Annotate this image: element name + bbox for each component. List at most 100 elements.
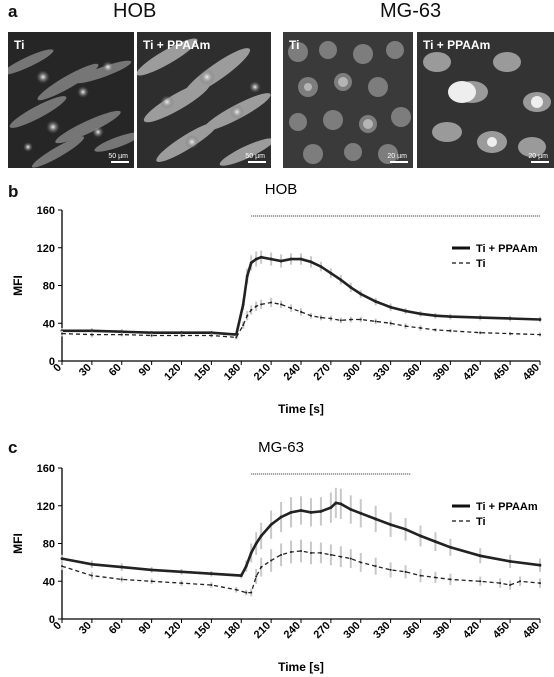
data-point <box>280 553 283 556</box>
data-point <box>538 563 542 567</box>
data-point <box>249 551 253 555</box>
data-point <box>150 580 153 583</box>
data-point <box>389 523 393 527</box>
data-point <box>319 316 322 319</box>
data-point <box>250 309 253 312</box>
data-point <box>434 328 437 331</box>
data-point <box>269 257 273 261</box>
legend-label: Ti + PPAAm <box>476 243 538 255</box>
data-point <box>404 325 407 328</box>
y-tick-label: 0 <box>49 356 55 368</box>
data-point <box>449 329 452 332</box>
x-tick-label: 120 <box>162 362 183 383</box>
data-point <box>448 315 452 319</box>
data-point <box>244 564 248 568</box>
data-point <box>120 333 123 336</box>
data-point <box>508 560 512 563</box>
data-point <box>374 565 377 568</box>
x-tick-label: 450 <box>491 620 512 641</box>
scale-bar <box>248 161 266 163</box>
legend-label: Ti + PPAAm <box>476 501 538 513</box>
data-point <box>150 331 154 335</box>
x-tick-label: 450 <box>491 362 512 383</box>
data-point <box>90 329 94 333</box>
data-point <box>389 322 392 325</box>
data-point <box>319 265 323 269</box>
panel-a-title-mg63: MG-63 <box>380 0 442 22</box>
data-point <box>519 580 522 583</box>
x-tick-label: 180 <box>222 620 243 641</box>
data-point <box>254 542 258 545</box>
x-tick-label: 120 <box>162 620 183 641</box>
x-tick-label: 420 <box>461 362 482 383</box>
data-point <box>246 314 249 317</box>
x-tick-label: 420 <box>461 620 482 641</box>
y-axis-label: MFI <box>11 275 25 296</box>
data-point <box>479 331 482 334</box>
data-point <box>299 509 303 512</box>
data-point <box>374 320 377 323</box>
series-line <box>62 255 541 336</box>
micrograph-hob-ti-ppaam: Ti + PPAAm 50 µm <box>137 32 271 168</box>
data-point <box>279 515 283 519</box>
data-point <box>255 575 258 578</box>
x-tick-label: 270 <box>312 620 333 641</box>
data-point <box>329 317 332 320</box>
data-point <box>150 568 154 572</box>
x-tick-label: 240 <box>282 362 303 383</box>
cell-texture-image <box>417 32 554 168</box>
data-point <box>260 303 263 306</box>
data-point <box>180 334 183 337</box>
data-point <box>180 582 183 585</box>
data-point <box>478 554 482 558</box>
data-point <box>329 271 333 275</box>
data-point <box>245 274 249 278</box>
data-point <box>419 312 422 316</box>
micrograph-mg63-ti: Ti 20 µm <box>283 32 413 168</box>
y-tick-label: 80 <box>43 539 55 551</box>
x-tick-label: 180 <box>222 362 243 383</box>
data-point <box>270 559 273 562</box>
data-point <box>241 302 245 306</box>
y-tick-label: 160 <box>37 463 55 475</box>
data-point <box>61 332 63 335</box>
x-tick-label: 300 <box>341 620 362 641</box>
data-point <box>239 574 243 577</box>
scale-bar <box>111 161 129 163</box>
data-point <box>434 540 437 544</box>
x-tick-label: 390 <box>431 620 452 641</box>
data-point <box>539 582 541 585</box>
data-point <box>434 314 437 318</box>
scale-bar-label: 50 µm <box>108 153 128 160</box>
data-point <box>235 588 238 591</box>
data-point <box>150 334 153 337</box>
panel-a-letter: a <box>8 2 18 21</box>
series-line <box>61 550 541 594</box>
x-tick-label: 480 <box>521 362 542 383</box>
data-point <box>180 331 183 335</box>
cell-texture-image <box>283 32 413 168</box>
data-point <box>309 510 313 514</box>
x-axis-label: Time [s] <box>278 402 324 416</box>
x-tick-label: 390 <box>431 362 452 383</box>
data-point <box>434 576 437 579</box>
data-point <box>448 545 452 549</box>
data-point <box>339 502 343 506</box>
data-point <box>419 326 422 329</box>
data-point <box>374 517 378 521</box>
x-tick-label: 480 <box>521 620 542 641</box>
data-point <box>280 303 283 306</box>
data-point <box>210 584 213 587</box>
data-point <box>404 309 407 313</box>
micrograph-label: Ti + PPAAm <box>143 38 211 52</box>
data-point <box>349 318 352 321</box>
data-point <box>479 580 482 583</box>
data-point <box>250 591 253 594</box>
x-axis-label: Time [s] <box>278 660 324 674</box>
y-axis-label: MFI <box>11 533 25 554</box>
data-point <box>509 332 512 335</box>
x-tick-label: 300 <box>341 362 362 383</box>
cell-texture-image <box>8 32 134 168</box>
